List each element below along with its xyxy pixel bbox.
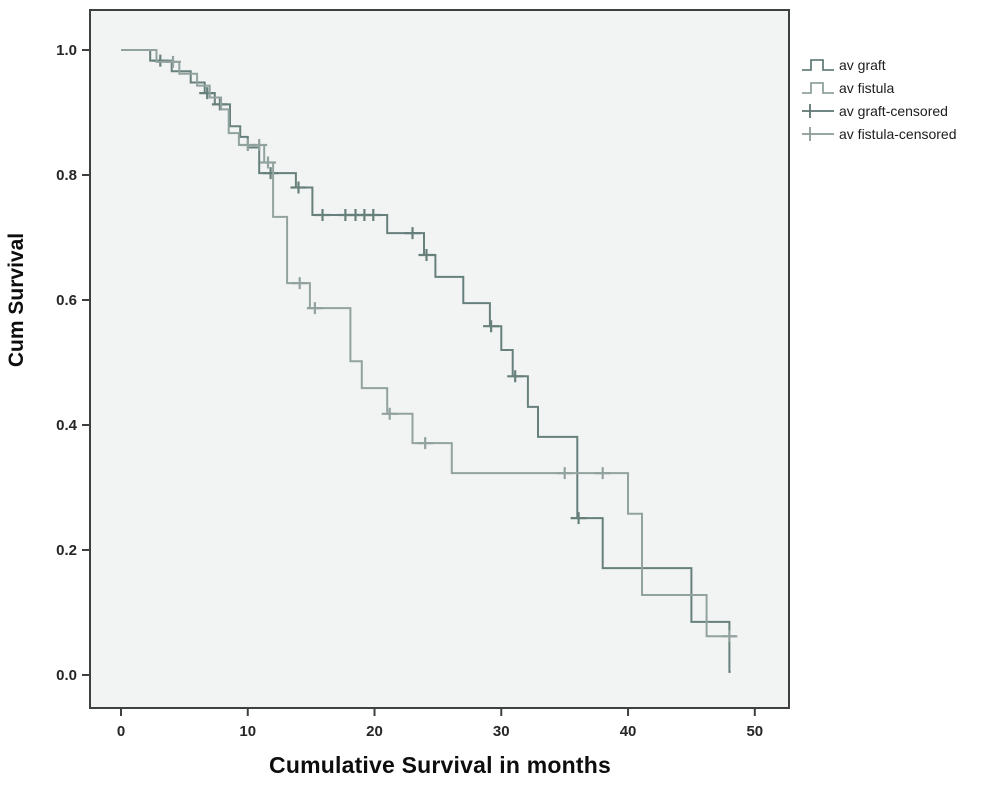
censor-plus-icon — [165, 55, 181, 68]
censor-plus-icon — [570, 512, 587, 525]
plus-censor-icon — [802, 126, 834, 141]
legend-label: av fistula-censored — [839, 125, 957, 142]
legend-item-av-graft: av graft — [801, 53, 957, 76]
y-tick-label: 0.6 — [56, 292, 77, 309]
censor-plus-icon — [306, 302, 323, 315]
legend: av graft av fistula av graft-censored av… — [801, 53, 957, 145]
censor-plus-icon — [211, 98, 228, 111]
censor-plus-icon — [262, 167, 279, 180]
x-tick-label: 30 — [493, 723, 510, 740]
step-line-icon — [802, 81, 834, 94]
x-axis: 0 10 20 30 40 50 — [117, 708, 763, 740]
censor-marks-av-fistula — [165, 55, 738, 643]
censor-plus-icon — [152, 54, 169, 67]
censor-plus-icon — [260, 156, 276, 169]
y-tick-label: 0.2 — [56, 542, 77, 559]
survival-curve — [121, 49, 736, 638]
series-av-fistula — [121, 49, 736, 638]
censor-plus-icon — [314, 209, 331, 221]
censor-plus-icon — [418, 249, 435, 261]
legend-label: av fistula — [839, 79, 895, 96]
legend-item-av-fistula: av fistula — [801, 76, 957, 99]
step-line-icon — [802, 58, 834, 71]
x-tick-label: 40 — [620, 723, 637, 740]
plot-frame — [89, 9, 790, 709]
legend-label: av graft — [839, 56, 886, 73]
plus-censor-icon — [802, 103, 834, 118]
legend-label: av graft-censored — [839, 102, 948, 119]
x-tick-label: 10 — [239, 723, 256, 740]
x-tick-label: 50 — [746, 723, 763, 740]
y-tick-label: 0.0 — [56, 667, 77, 684]
y-axis-title: Cum Survival — [5, 232, 28, 368]
censor-plus-icon — [199, 87, 216, 100]
y-tick-label: 0.4 — [56, 417, 78, 434]
censor-plus-icon — [291, 277, 308, 290]
legend-item-av-graft-censored: av graft-censored — [801, 99, 957, 122]
y-tick-label: 1.0 — [56, 42, 77, 59]
censor-plus-icon — [404, 227, 421, 240]
legend-item-av-fistula-censored: av fistula-censored — [801, 122, 957, 145]
censor-plus-icon — [507, 370, 524, 383]
x-tick-label: 20 — [366, 723, 383, 740]
x-tick-label: 0 — [117, 723, 125, 740]
y-axis: 0.0 0.2 0.4 0.6 0.8 1.0 — [56, 42, 90, 684]
censor-plus-icon — [381, 407, 398, 420]
censor-plus-icon — [594, 467, 611, 480]
plot-area — [90, 10, 789, 708]
censor-plus-icon — [556, 467, 573, 480]
censor-marks-av-graft — [152, 54, 587, 525]
censor-plus-icon — [365, 209, 382, 221]
y-tick-label: 0.8 — [56, 167, 77, 184]
censor-plus-icon — [290, 181, 307, 194]
censor-plus-icon — [251, 139, 268, 151]
censor-plus-icon — [417, 437, 434, 450]
censor-plus-icon — [721, 630, 738, 643]
censor-plus-icon — [483, 320, 500, 333]
x-axis-title: Cumulative Survival in months — [269, 752, 611, 778]
